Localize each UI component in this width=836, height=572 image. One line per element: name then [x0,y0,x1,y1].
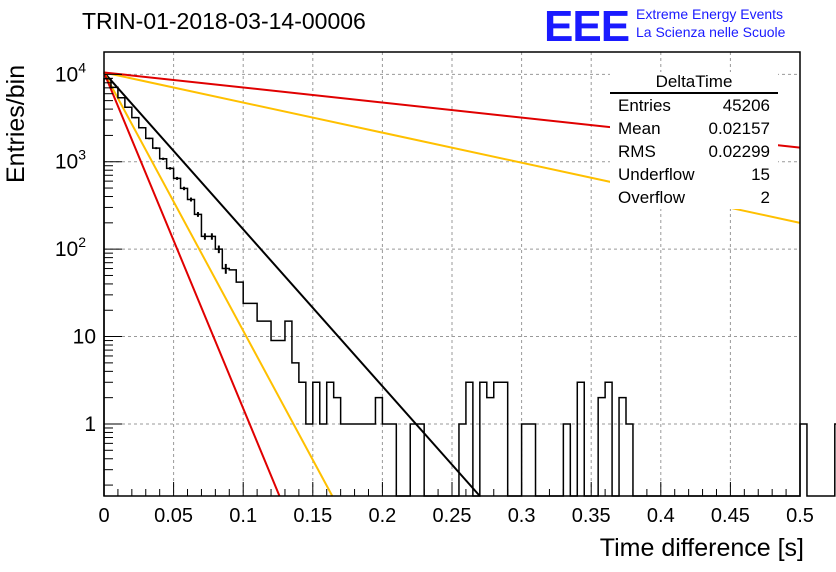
y-tick-label: 103 [55,147,86,174]
stats-row: RMS 0.02299 [610,140,778,163]
stats-value: 0.02299 [708,142,770,161]
stats-row: Underflow 15 [610,163,778,186]
x-tick-label: 0.1 [229,505,257,527]
x-tick-label: 0.05 [154,505,193,527]
y-tick-label: 10 [73,326,96,349]
stats-row: Overflow 2 [610,186,778,209]
fit-curve [103,71,334,497]
chart-title: TRIN-01-2018-03-14-00006 [82,8,366,34]
stats-row: Mean 0.02157 [610,117,778,140]
stats-row: Entries 45206 [610,94,778,117]
fit-curve [103,71,481,497]
stats-title: DeltaTime [610,72,778,94]
x-tick-label: 0.15 [293,505,332,527]
stats-label: Mean [618,119,661,138]
stats-label: RMS [618,142,656,161]
x-tick-label: 0.35 [572,505,611,527]
y-tick-label: 1 [84,413,96,436]
logo-line-2: La Scienza nelle Scuole [636,24,786,40]
axis-ticks: 0 0.05 0.1 0.15 0.2 0.25 0.3 0.35 0.4 0.45 0.5 1 10 1… [55,59,814,527]
stats-box: DeltaTime Entries 45206 Mean 0.02157 RMS 0.02… [610,72,778,209]
x-tick-label: 0.2 [368,505,396,527]
y-tick-label: 104 [55,59,86,86]
fit-curve [103,72,281,497]
y-tick-label: 102 [55,234,86,261]
stats-value: 15 [751,165,770,184]
x-axis-label: Time difference [s] [599,534,804,562]
x-tick-label: 0.3 [508,505,536,527]
stats-label: Underflow [618,165,695,184]
eee-logo: EEE [544,2,630,51]
x-tick-label: 0.45 [711,505,750,527]
stats-value: 2 [760,188,770,207]
stats-label: Overflow [618,188,686,207]
y-axis-label: Entries/bin [2,64,30,183]
stats-value: 0.02157 [708,119,770,138]
logo-line-1: Extreme Energy Events [636,6,784,22]
stats-value: 45206 [722,96,770,115]
x-tick-label: 0.5 [786,505,814,527]
x-tick-label: 0.25 [433,505,472,527]
stats-label: Entries [618,96,671,115]
x-tick-label: 0 [98,505,109,527]
x-tick-label: 0.4 [647,505,675,527]
